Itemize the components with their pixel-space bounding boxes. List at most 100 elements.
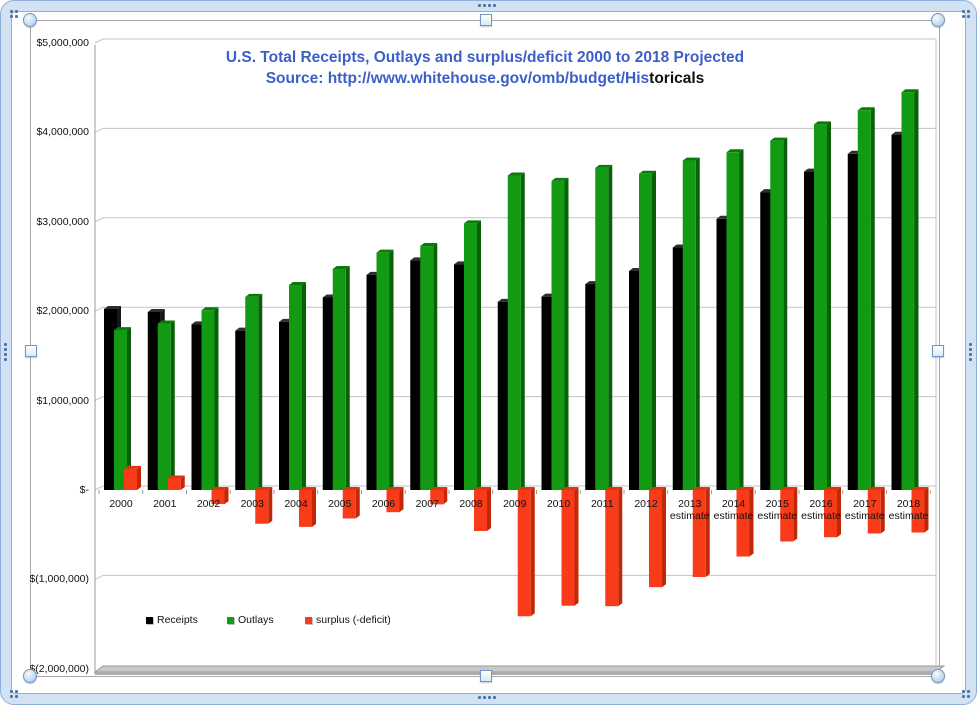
bar-surplusdeficit-2018-side[interactable]	[924, 487, 929, 533]
bar-surplusdeficit-2004[interactable]	[299, 490, 312, 527]
bar-surplusdeficit-2017-top[interactable]	[867, 487, 885, 490]
bar-surplusdeficit-2000-top[interactable]	[124, 465, 141, 469]
selection-handle-bottom-right[interactable]	[931, 669, 945, 683]
bar-outlays-2012-top[interactable]	[639, 170, 656, 174]
bar-surplusdeficit-2017[interactable]	[867, 490, 881, 534]
bar-surplusdeficit-2008-top[interactable]	[474, 487, 491, 490]
bar-surplusdeficit-2018-top[interactable]	[911, 487, 929, 490]
bar-receipts-2006[interactable]	[366, 274, 380, 490]
bar-outlays-2002[interactable]	[201, 310, 215, 490]
bar-surplusdeficit-2004-top[interactable]	[299, 487, 316, 490]
bar-outlays-2007[interactable]	[420, 246, 434, 490]
bar-surplusdeficit-2001-top[interactable]	[167, 475, 185, 479]
bar-outlays-2003-top[interactable]	[245, 293, 263, 297]
bar-outlays-2009-top[interactable]	[507, 172, 525, 176]
bar-surplusdeficit-2009[interactable]	[517, 490, 531, 617]
bar-outlays-2013[interactable]	[682, 160, 696, 490]
legend-item-receipts[interactable]: Receipts	[146, 613, 198, 627]
bar-receipts-2010[interactable]	[541, 296, 555, 490]
legend-item-surplusdeficit[interactable]: surplus (-deficit)	[305, 613, 391, 627]
bar-surplusdeficit-2006-top[interactable]	[386, 487, 404, 490]
bar-surplusdeficit-2001-side[interactable]	[180, 475, 185, 490]
bar-outlays-2018-top[interactable]	[901, 89, 919, 93]
bar-outlays-2013-side[interactable]	[695, 157, 700, 490]
bar-outlays-2000-top[interactable]	[114, 327, 131, 331]
bar-surplusdeficit-2012[interactable]	[649, 490, 662, 588]
selection-handle-bottom-left[interactable]	[23, 669, 37, 683]
bar-outlays-2009[interactable]	[507, 175, 521, 491]
bar-outlays-2004-top[interactable]	[289, 282, 306, 286]
bar-surplusdeficit-2015[interactable]	[780, 490, 794, 542]
chart-title[interactable]: U.S. Total Receipts, Outlays and surplus…	[95, 47, 875, 89]
bar-receipts-2018[interactable]	[891, 134, 905, 490]
bar-receipts-2014[interactable]	[716, 218, 730, 490]
bar-surplusdeficit-2002[interactable]	[211, 490, 225, 505]
bar-surplusdeficit-2014-side[interactable]	[749, 487, 754, 557]
bar-outlays-2008[interactable]	[464, 223, 477, 490]
bar-surplusdeficit-2005-top[interactable]	[342, 487, 360, 490]
bar-outlays-2014-side[interactable]	[739, 149, 744, 491]
bar-outlays-2011-side[interactable]	[608, 164, 613, 490]
bar-outlays-2002-side[interactable]	[214, 307, 219, 490]
bar-outlays-2003[interactable]	[245, 296, 259, 490]
selection-handle-top-right[interactable]	[931, 13, 945, 27]
bar-outlays-2011-top[interactable]	[595, 164, 613, 168]
bar-outlays-2015-side[interactable]	[783, 137, 788, 491]
bar-outlays-2017-top[interactable]	[857, 107, 875, 111]
bar-surplusdeficit-2006-side[interactable]	[399, 487, 404, 513]
bar-surplusdeficit-2008[interactable]	[474, 490, 487, 531]
bar-surplusdeficit-2010[interactable]	[561, 490, 575, 606]
bar-surplusdeficit-2010-top[interactable]	[561, 487, 579, 490]
bar-surplusdeficit-2000[interactable]	[124, 468, 137, 490]
bar-surplusdeficit-2007-top[interactable]	[430, 487, 448, 490]
bar-surplusdeficit-2014[interactable]	[736, 490, 750, 557]
bar-outlays-2015-top[interactable]	[770, 137, 788, 141]
bar-receipts-2008[interactable]	[454, 264, 467, 490]
bar-outlays-2000-side[interactable]	[127, 327, 131, 490]
bar-surplusdeficit-2007[interactable]	[430, 490, 444, 505]
bar-outlays-2009-side[interactable]	[520, 172, 525, 491]
bar-surplusdeficit-2003[interactable]	[255, 490, 269, 524]
bar-surplusdeficit-2018[interactable]	[911, 490, 925, 533]
bar-outlays-2016-side[interactable]	[827, 121, 831, 491]
bar-surplusdeficit-2010-side[interactable]	[574, 487, 579, 606]
bar-outlays-2012[interactable]	[639, 173, 652, 490]
bar-surplusdeficit-2015-top[interactable]	[780, 487, 798, 490]
bar-surplusdeficit-2016[interactable]	[824, 490, 837, 538]
bar-surplusdeficit-2002-side[interactable]	[224, 487, 229, 505]
bar-outlays-2001-top[interactable]	[157, 320, 175, 324]
bar-receipts-2001-top[interactable]	[147, 308, 165, 312]
bar-outlays-2010[interactable]	[551, 180, 565, 490]
bar-outlays-2013-top[interactable]	[682, 157, 700, 161]
bar-outlays-2007-side[interactable]	[433, 243, 438, 490]
bar-outlays-2014[interactable]	[726, 152, 740, 491]
bar-receipts-2007[interactable]	[410, 260, 424, 490]
bar-outlays-2001[interactable]	[157, 323, 171, 490]
bar-outlays-2012-side[interactable]	[652, 170, 656, 490]
bar-receipts-2016[interactable]	[804, 171, 817, 490]
bar-outlays-2000[interactable]	[114, 330, 127, 490]
bar-surplusdeficit-2014-top[interactable]	[736, 487, 754, 490]
bar-receipts-2012[interactable]	[629, 270, 642, 490]
bar-outlays-2005-side[interactable]	[345, 266, 350, 490]
bar-surplusdeficit-2008-side[interactable]	[487, 487, 491, 531]
bar-receipts-2003[interactable]	[235, 330, 249, 490]
bar-receipts-2005[interactable]	[322, 297, 336, 490]
selection-handle-bottom[interactable]	[480, 670, 492, 682]
bar-outlays-2008-side[interactable]	[477, 220, 481, 490]
bar-outlays-2016-top[interactable]	[814, 121, 831, 125]
bar-surplusdeficit-2005-side[interactable]	[355, 487, 360, 519]
bar-surplusdeficit-2002-top[interactable]	[211, 487, 229, 490]
bar-surplusdeficit-2011[interactable]	[605, 490, 619, 607]
bar-outlays-2010-top[interactable]	[551, 177, 569, 181]
bar-surplusdeficit-2004-side[interactable]	[312, 487, 316, 527]
bar-surplusdeficit-2001[interactable]	[167, 478, 181, 490]
bar-surplusdeficit-2013[interactable]	[692, 490, 706, 577]
bar-outlays-2018[interactable]	[901, 92, 915, 491]
bar-outlays-2016[interactable]	[814, 124, 827, 491]
selection-handle-left[interactable]	[25, 345, 37, 357]
bar-receipts-2017[interactable]	[847, 153, 861, 490]
bar-surplusdeficit-2006[interactable]	[386, 490, 400, 513]
bar-outlays-2006-top[interactable]	[376, 249, 394, 253]
bar-outlays-2008-top[interactable]	[464, 220, 481, 224]
